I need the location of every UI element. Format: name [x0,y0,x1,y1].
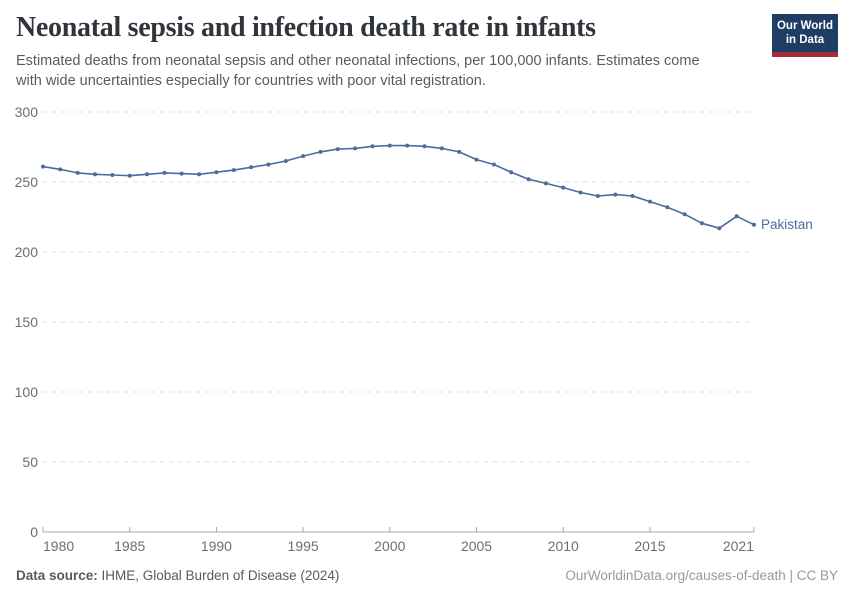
data-point[interactable] [561,185,566,190]
chart-subtitle-line2: with wide uncertainties especially for c… [16,72,486,89]
page-title: Neonatal sepsis and infection death rate… [16,12,596,43]
data-point[interactable] [353,146,358,151]
data-point[interactable] [665,205,670,210]
y-tick-label: 50 [22,454,38,470]
data-point[interactable] [474,157,479,162]
data-source-text: Data source: IHME, Global Burden of Dise… [16,568,339,583]
data-point[interactable] [752,222,756,227]
data-point[interactable] [249,165,254,170]
entity-label-pakistan[interactable]: Pakistan [761,217,813,232]
data-point[interactable] [509,170,514,175]
data-point[interactable] [439,146,444,151]
data-point[interactable] [162,170,167,175]
data-point[interactable] [387,143,392,148]
data-point[interactable] [717,226,722,231]
data-point[interactable] [179,171,184,176]
x-tick-label: 2015 [634,538,665,554]
data-point[interactable] [457,149,462,154]
chart-subtitle: Estimated deaths from neonatal sepsis an… [16,52,700,91]
series-line-pakistan[interactable] [42,144,755,229]
data-point[interactable] [110,173,115,177]
data-point[interactable] [197,172,202,177]
owid-logo-line2: in Data [785,34,825,46]
data-point[interactable] [543,181,548,186]
data-point[interactable] [301,154,306,159]
data-point[interactable] [526,177,531,182]
data-point[interactable] [370,144,375,149]
x-tick-label: 2021 [723,538,754,554]
data-point[interactable] [335,147,340,152]
x-tick-label: 1980 [43,538,74,554]
data-point[interactable] [58,167,63,172]
owid-logo-line1: Our World [776,20,833,32]
data-point[interactable] [145,172,149,177]
data-point[interactable] [682,212,687,217]
data-point[interactable] [93,172,97,177]
data-point[interactable] [214,170,219,175]
data-point[interactable] [630,194,635,198]
data-point[interactable] [595,194,600,198]
x-tick-label: 1995 [288,538,319,554]
data-point[interactable] [700,221,704,226]
y-tick-label: 300 [15,104,39,120]
credit-text: OurWorldinData.org/causes-of-death | CC … [565,568,838,583]
data-point[interactable] [491,162,496,167]
x-tick-label: 2000 [374,538,405,554]
data-source-value: IHME, Global Burden of Disease (2024) [97,568,340,583]
data-point[interactable] [578,190,583,195]
data-point[interactable] [283,159,288,163]
y-tick-label: 200 [15,244,39,260]
y-tick-label: 150 [15,314,39,330]
y-tick-label: 0 [30,524,38,540]
owid-logo[interactable]: Our World in Data [772,14,838,57]
x-tick-label: 1985 [114,538,145,554]
x-tick-label: 2005 [461,538,492,554]
data-point[interactable] [318,149,323,154]
data-point[interactable] [422,144,427,149]
x-tick-label: 2010 [548,538,579,554]
data-point[interactable] [231,168,236,173]
x-tick-label: 1990 [201,538,232,554]
data-point[interactable] [127,173,132,178]
chart-subtitle-line1: Estimated deaths from neonatal sepsis an… [16,53,700,69]
data-source-label: Data source: [16,568,98,583]
data-point[interactable] [613,192,618,197]
y-tick-label: 250 [15,174,39,190]
data-point[interactable] [405,143,410,148]
data-point[interactable] [75,170,80,175]
y-tick-label: 100 [15,384,39,400]
data-point[interactable] [266,162,271,167]
data-point[interactable] [734,214,739,219]
chart-footer: Data source: IHME, Global Burden of Dise… [16,568,838,583]
data-point[interactable] [648,199,652,204]
data-point[interactable] [41,164,45,169]
